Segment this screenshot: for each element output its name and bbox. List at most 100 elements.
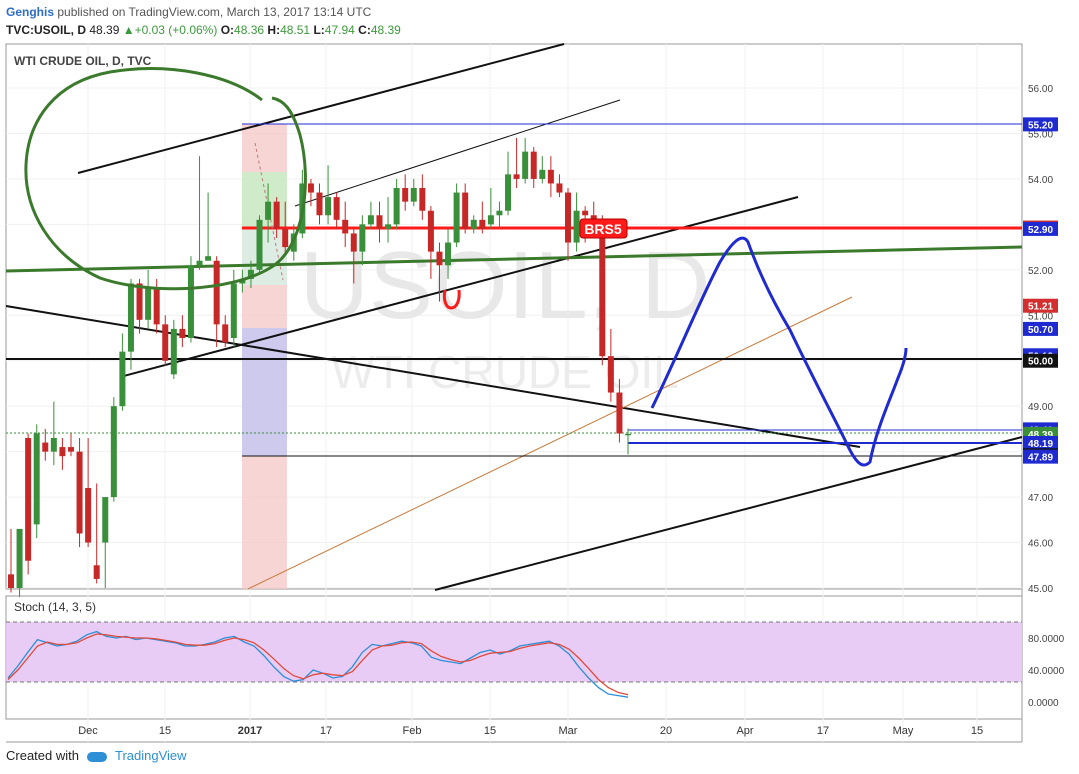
footer: Created with TradingView <box>6 748 187 763</box>
time-tick-label: 20 <box>660 725 672 737</box>
time-axis[interactable]: Dec 15 2017 17 Feb 15 Mar 20 Apr 17 May 15 <box>78 725 983 737</box>
candle-body <box>359 224 366 252</box>
orange-trendline <box>247 296 853 590</box>
candle-body <box>410 188 417 202</box>
price-label: 51.21 <box>1028 302 1053 313</box>
candle-body <box>419 188 426 211</box>
candle <box>616 378 623 443</box>
candle-body <box>119 351 126 407</box>
price-label-box <box>1023 221 1058 236</box>
publish-info: Genghis published on TradingView.com, Ma… <box>6 5 371 19</box>
candle-body <box>8 574 14 588</box>
candle <box>479 201 486 234</box>
candle <box>556 174 563 198</box>
candle-body <box>496 210 503 216</box>
candle <box>410 178 417 207</box>
lower-channel-line <box>434 436 1023 591</box>
range-boxes <box>242 123 287 589</box>
candle-body <box>282 228 289 248</box>
candle-body <box>85 488 92 543</box>
candle-body <box>59 447 66 457</box>
candle-body <box>565 192 572 243</box>
price-axis[interactable]: 45.0046.0047.0048.0049.0050.0051.0052.00… <box>1023 84 1058 595</box>
candle <box>522 138 529 184</box>
candle-body <box>462 192 469 229</box>
candle <box>213 256 220 348</box>
candle <box>470 215 477 234</box>
candle-body <box>127 283 134 352</box>
candle <box>170 319 177 379</box>
candle-body <box>573 210 580 243</box>
price-label-box <box>1023 436 1058 450</box>
candle-body <box>256 219 263 270</box>
candle <box>333 192 340 229</box>
candle-body <box>247 269 254 279</box>
price-tick-label: 52.00 <box>1028 266 1053 277</box>
candle-body <box>110 406 117 498</box>
candle <box>350 228 357 284</box>
candle <box>487 188 494 229</box>
high-value: 48.51 <box>280 23 311 37</box>
up-arrow-icon: ▲ <box>122 23 135 37</box>
time-tick-label: Dec <box>78 725 98 737</box>
candle <box>85 438 92 548</box>
candle <box>59 438 66 470</box>
candle-body <box>470 219 477 229</box>
candle <box>33 424 40 538</box>
close-value: 48.39 <box>370 23 401 37</box>
candle <box>16 528 23 598</box>
candle <box>359 215 366 266</box>
candle-body <box>196 260 203 266</box>
candle <box>599 215 606 366</box>
candle-body <box>273 201 280 229</box>
candle <box>8 528 14 593</box>
candle <box>462 183 469 234</box>
stochastic-pane: Stoch (14, 3, 5) 80.0000 40.0000 0.0000 <box>6 600 1065 709</box>
candle-body <box>42 442 49 452</box>
candle <box>25 433 32 575</box>
candle <box>436 242 443 302</box>
open-label: O: <box>220 23 235 37</box>
candle-body <box>607 356 614 393</box>
candle <box>110 397 117 502</box>
candle <box>196 156 203 270</box>
price-label: 47.89 <box>1028 453 1053 464</box>
candle-body <box>213 260 220 325</box>
candle <box>393 178 400 229</box>
candle-body <box>385 224 392 229</box>
price-label-box <box>1023 353 1058 368</box>
brs5-annotation[interactable]: BRS5 <box>579 218 628 239</box>
time-tick-label: 17 <box>320 725 332 737</box>
price-label: 50.70 <box>1028 325 1053 336</box>
candle <box>419 174 426 220</box>
low-value: 47.94 <box>324 23 355 37</box>
candle-body <box>376 215 383 229</box>
time-tick-label: 15 <box>971 725 983 737</box>
candle-body <box>427 210 434 252</box>
candle-body <box>522 151 529 179</box>
time-tick-label: 17 <box>817 725 829 737</box>
time-tick-label: Apr <box>736 725 753 737</box>
candle-body <box>513 174 520 179</box>
price-tick-label: 54.00 <box>1028 175 1053 186</box>
tradingview-brand[interactable]: TradingView <box>114 748 187 763</box>
candle <box>385 197 392 243</box>
price-tick-label: 46.00 <box>1028 539 1053 550</box>
candle-body <box>50 438 57 452</box>
candle <box>325 165 332 225</box>
author-name[interactable]: Genghis <box>6 5 55 19</box>
candle-body <box>436 251 443 266</box>
price-change: +0.03 (+0.06%) <box>134 23 218 37</box>
candle-body <box>333 197 340 220</box>
candle <box>67 433 74 457</box>
candle-body <box>325 197 332 216</box>
brs5-label: BRS5 <box>584 221 622 237</box>
candle-body <box>487 215 494 225</box>
candle-body <box>402 188 409 202</box>
stoch-tick-label: 0.0000 <box>1028 698 1059 709</box>
time-tick-label: 15 <box>159 725 171 737</box>
candle <box>76 438 83 548</box>
candle-body <box>316 192 323 216</box>
descending-line <box>5 305 861 448</box>
